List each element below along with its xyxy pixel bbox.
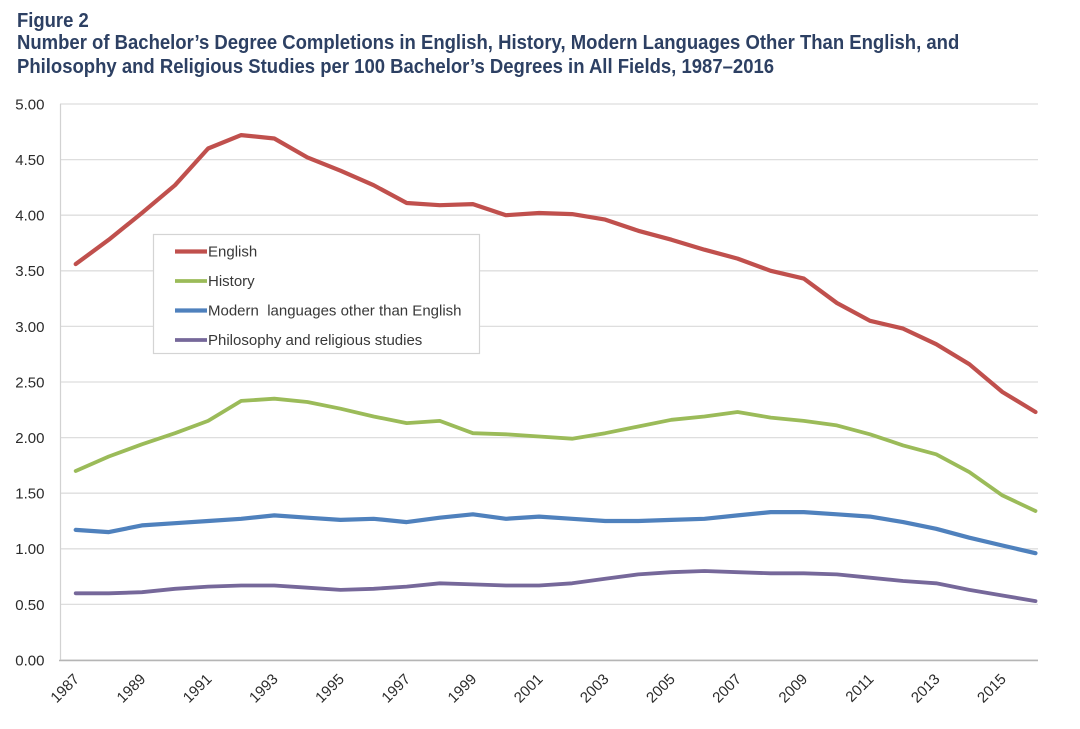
svg-text:5.00: 5.00	[15, 96, 44, 113]
svg-text:2015: 2015	[974, 671, 1010, 707]
svg-text:2.50: 2.50	[15, 374, 44, 391]
svg-text:3.50: 3.50	[15, 263, 44, 280]
svg-text:0.00: 0.00	[15, 652, 44, 669]
svg-text:1991: 1991	[180, 671, 216, 707]
svg-text:1997: 1997	[378, 671, 414, 707]
svg-text:2009: 2009	[776, 671, 812, 707]
svg-text:1987: 1987	[47, 671, 83, 707]
svg-text:1989: 1989	[114, 671, 150, 707]
svg-text:1995: 1995	[312, 671, 348, 707]
svg-text:History: History	[208, 273, 255, 290]
svg-text:2.00: 2.00	[15, 430, 44, 447]
svg-text:0.50: 0.50	[15, 597, 44, 614]
svg-text:1.50: 1.50	[15, 486, 44, 503]
svg-text:2011: 2011	[842, 671, 877, 706]
svg-text:2007: 2007	[709, 671, 745, 707]
svg-text:Philosophy and religious studi: Philosophy and religious studies	[208, 332, 422, 349]
svg-text:2005: 2005	[643, 671, 679, 707]
svg-text:4.50: 4.50	[15, 152, 44, 169]
svg-text:1.00: 1.00	[15, 541, 44, 558]
svg-text:2001: 2001	[511, 671, 547, 707]
svg-text:4.00: 4.00	[15, 208, 44, 225]
svg-text:1999: 1999	[445, 671, 481, 707]
svg-text:Modern languages other than E: Modern languages other than English	[208, 303, 462, 320]
svg-text:English: English	[208, 244, 257, 261]
svg-text:2003: 2003	[577, 671, 613, 707]
svg-text:2013: 2013	[908, 671, 944, 707]
svg-text:1993: 1993	[246, 671, 282, 707]
svg-text:3.00: 3.00	[15, 319, 44, 336]
